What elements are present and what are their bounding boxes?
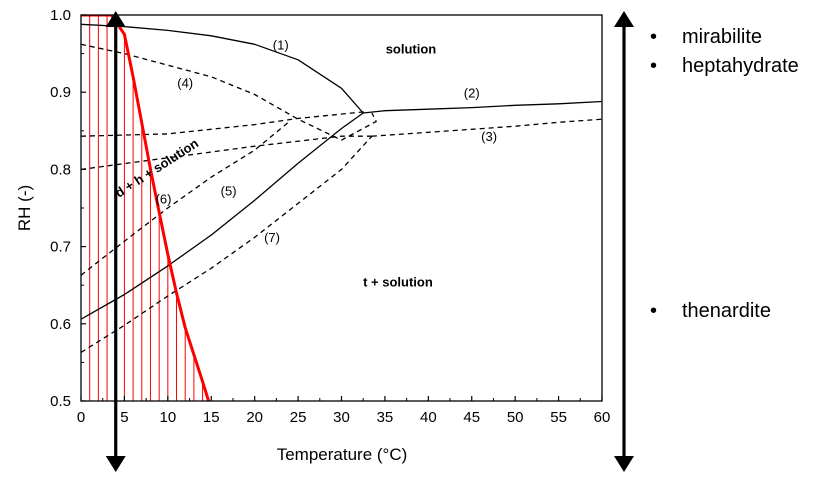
x-tick-label: 50 bbox=[507, 409, 524, 426]
legend-bullet: • bbox=[650, 300, 657, 322]
x-tick-label: 10 bbox=[159, 409, 176, 426]
x-tick-label: 35 bbox=[377, 409, 394, 426]
x-tick-label: 20 bbox=[246, 409, 263, 426]
y-axis-title: RH (-) bbox=[15, 185, 34, 231]
arrowhead-down bbox=[105, 456, 126, 472]
x-axis-title: Temperature (°C) bbox=[277, 445, 408, 464]
legend-item-heptahydrate: heptahydrate bbox=[682, 55, 799, 77]
region-label: solution bbox=[386, 42, 437, 57]
hatch-layer bbox=[81, 15, 204, 401]
curve-label: (3) bbox=[481, 129, 497, 144]
series-line bbox=[81, 135, 373, 353]
series-line bbox=[81, 23, 364, 114]
y-tick-label: 0.6 bbox=[50, 316, 71, 333]
ticks-layer: 0 5 10 15 20 25 30 35 40 45 50 55 60 0.5 0.6 0.7 0.8 0.9 1… bbox=[50, 7, 610, 426]
labels-layer: (1) (2) (3) (4) (5) (6) (7) solution t + solutio… bbox=[112, 38, 497, 290]
x-tick-label: 60 bbox=[594, 409, 611, 426]
legend-item-thenardite: thenardite bbox=[682, 300, 771, 322]
x-tick-label: 15 bbox=[203, 409, 220, 426]
series-line bbox=[363, 100, 602, 114]
x-tick-label: 25 bbox=[290, 409, 307, 426]
series-line bbox=[81, 43, 377, 141]
y-tick-label: 0.8 bbox=[50, 161, 71, 178]
curve-label: (7) bbox=[264, 230, 280, 245]
x-tick-label: 0 bbox=[77, 409, 85, 426]
legend-bullet: • bbox=[650, 26, 657, 48]
y-tick-label: 0.9 bbox=[50, 84, 71, 101]
arrowhead-down bbox=[614, 456, 634, 472]
series-line bbox=[81, 135, 372, 171]
y-tick-label: 0.7 bbox=[50, 239, 71, 256]
arrowhead-up bbox=[614, 11, 634, 27]
curve-label: (2) bbox=[464, 86, 480, 101]
legend-panel: • mirabilite • heptahydrate • thenardite bbox=[650, 26, 799, 322]
curve-label: (1) bbox=[273, 38, 289, 53]
x-tick-label: 5 bbox=[120, 409, 128, 426]
series-line bbox=[81, 110, 368, 137]
curve-label: (5) bbox=[221, 184, 237, 199]
curve-label: (4) bbox=[177, 76, 193, 91]
y-tick-label: 1.0 bbox=[50, 7, 71, 24]
series-line bbox=[81, 112, 364, 320]
region-label: t + solution bbox=[363, 275, 433, 290]
legend-bullet: • bbox=[650, 55, 657, 77]
series-line bbox=[110, 15, 211, 401]
temperature-marker-arrow bbox=[105, 11, 126, 472]
curve-label: (6) bbox=[156, 191, 172, 206]
x-tick-label: 45 bbox=[463, 409, 480, 426]
arrows-layer bbox=[105, 11, 634, 472]
legend-item-mirabilite: mirabilite bbox=[682, 26, 762, 48]
series-line bbox=[371, 118, 602, 137]
phase-range-arrow bbox=[614, 11, 634, 472]
x-tick-label: 40 bbox=[420, 409, 437, 426]
y-tick-label: 0.5 bbox=[50, 393, 71, 410]
x-tick-label: 55 bbox=[550, 409, 567, 426]
arrowhead-up bbox=[105, 11, 126, 27]
x-tick-label: 30 bbox=[333, 409, 350, 426]
